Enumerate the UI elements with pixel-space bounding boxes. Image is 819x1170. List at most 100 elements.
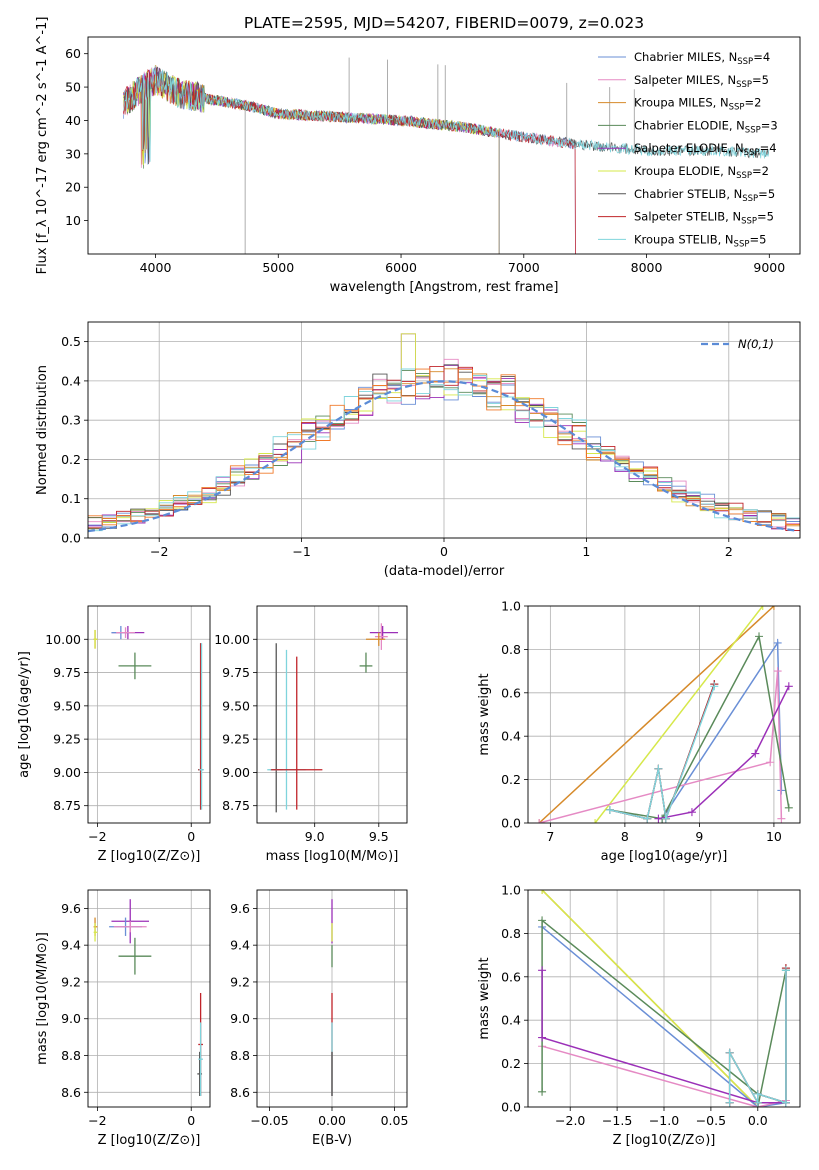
- y-tick-label: 9.00: [53, 765, 81, 780]
- y-tick-label: 0.4: [61, 373, 81, 388]
- x-tick-label: −1.5: [602, 1113, 632, 1128]
- y-tick-label: 0.2: [61, 452, 81, 467]
- y-tick-label: 0.2: [501, 1056, 521, 1071]
- x-tick-label: 5000: [262, 260, 294, 275]
- weight-series-line: [661, 640, 783, 820]
- errorbar-point: [374, 623, 388, 650]
- x-axis-label: Z [log10(Z/Z⊙)]: [98, 1133, 201, 1148]
- weight-series-line: [541, 970, 786, 1104]
- weight-marker: [758, 606, 767, 610]
- legend-nssp: 5: [767, 210, 774, 224]
- x-tick-label: 8: [621, 829, 629, 844]
- errorbar-point: [365, 632, 386, 646]
- weight-marker: [605, 805, 614, 814]
- histogram-step-line: [88, 365, 800, 531]
- weight-series-line: [594, 606, 764, 823]
- legend-model: Chabrier MILES: [634, 50, 721, 64]
- legend-model: Chabrier STELIB: [634, 187, 726, 201]
- y-tick-label: 0.8: [501, 926, 521, 941]
- y-tick-label: 9.75: [53, 665, 81, 680]
- x-axis-label: Z [log10(Z/Z⊙)]: [613, 1133, 716, 1148]
- gaussian-curve: [88, 380, 798, 533]
- legend-nssp: 5: [762, 73, 769, 87]
- y-tick-label: 9.75: [222, 665, 250, 680]
- legend-model: Kroupa MILES: [634, 96, 713, 110]
- weight-marker: [654, 814, 663, 823]
- x-tick-label: 0: [187, 1113, 195, 1128]
- weight-marker: [753, 1089, 762, 1098]
- y-tick-label: 9.00: [222, 765, 250, 780]
- errorbar-point: [267, 649, 306, 810]
- y-tick-label: 8.8: [230, 1048, 250, 1063]
- legend-entry: Kroupa MILES, NSSP=2: [634, 96, 761, 113]
- errorbar-point: [197, 1051, 203, 1096]
- y-tick-label: 8.6: [61, 1085, 81, 1100]
- legend-model: Chabrier ELODIE: [634, 118, 729, 132]
- x-tick-label: −0.5: [696, 1113, 726, 1128]
- y-tick-label: 0.2: [501, 772, 521, 787]
- weight-marker: [643, 814, 652, 823]
- legend-entry: Salpeter ELODIE, NSSP=4: [634, 141, 777, 158]
- y-tick-label: 1.0: [501, 599, 521, 614]
- legend-entry: Salpeter STELIB, NSSP=5: [634, 210, 774, 227]
- mass_vs_Z-plot-area: [93, 899, 203, 1096]
- weight-marker: [773, 667, 782, 676]
- weight-marker: [725, 1098, 734, 1107]
- x-tick-label: 2: [725, 544, 733, 559]
- errorbar-point: [369, 625, 399, 640]
- weight-marker: [784, 682, 793, 691]
- x-tick-label: −1: [292, 544, 310, 559]
- errorbar-point: [93, 923, 98, 942]
- x-axis-label: wavelength [Angstrom, rest frame]: [330, 280, 559, 295]
- y-tick-label: 60: [65, 46, 81, 61]
- y-tick-label: 10.00: [214, 632, 250, 647]
- weight-marker: [781, 1098, 790, 1107]
- weight-marker: [535, 819, 544, 823]
- y-tick-label: 0.0: [61, 531, 81, 546]
- mass_vs_Z-axes: −2 0 8.6 8.8 9.0 9.2 9.4 9.6 Z [log10(Z/Z⊙)] mass…: [35, 889, 211, 1148]
- age_vs_Z-plot-area: [93, 625, 204, 810]
- spectrum-axes: 4000 5000 6000 7000 8000 9000 10 20 30 40 50 60 wave…: [35, 14, 801, 295]
- legend-entry: Chabrier MILES, NSSP=4: [634, 50, 770, 67]
- errorbar-point: [271, 656, 323, 810]
- weight-marker: [766, 758, 775, 767]
- y-axis-label: mass [log10(M/M⊙)]: [35, 932, 50, 1065]
- axes-frame: [87, 605, 211, 824]
- weight-marker: [591, 819, 600, 823]
- axes-frame: [256, 889, 408, 1108]
- weight-series-line: [658, 685, 790, 820]
- chart-title: PLATE=2595, MJD=54207, FIBERID=0079, z=0…: [244, 14, 644, 32]
- residuals-axes: −2 −1 0 1 2 0.0 0.1 0.2 0.3 0.4 0.5 (data-model)/er…: [35, 321, 801, 579]
- legend-entry: N(0,1): [738, 337, 774, 351]
- legend-entry: Kroupa ELODIE, NSSP=2: [634, 164, 769, 181]
- legend-model: Kroupa ELODIE: [634, 164, 720, 178]
- y-tick-label: 0.5: [61, 334, 81, 349]
- axes-frame: [87, 889, 211, 1108]
- spectrum-series-line: [123, 65, 770, 162]
- x-tick-label: 0: [187, 829, 195, 844]
- x-tick-label: 9.5: [369, 829, 389, 844]
- errorbar-point: [198, 643, 203, 810]
- y-tick-label: 9.0: [61, 1011, 81, 1026]
- y-tick-label: 20: [65, 180, 81, 195]
- y-tick-label: 9.25: [222, 732, 250, 747]
- histogram-step-line: [88, 368, 800, 532]
- y-tick-label: 9.0: [230, 1011, 250, 1026]
- y-tick-label: 0.8: [501, 642, 521, 657]
- weight-marker: [755, 632, 764, 641]
- errorbar-point: [269, 643, 283, 813]
- y-tick-label: 9.4: [61, 938, 81, 953]
- mass_vs_ebv-axes: −0.05 0.00 0.05 8.6 8.8 9.0 9.2 9.4 9.6 E(B-V): [230, 889, 409, 1148]
- y-tick-label: 10.00: [45, 632, 81, 647]
- weight-marker: [781, 966, 790, 975]
- weight-series-line: [538, 606, 775, 823]
- y-tick-label: 9.2: [230, 974, 250, 989]
- x-tick-label: 0.05: [381, 1113, 409, 1128]
- weight-marker: [710, 682, 719, 691]
- y-tick-label: 10: [65, 213, 81, 228]
- y-tick-label: 0.3: [61, 413, 81, 428]
- x-axis-label: (data-model)/error: [384, 564, 505, 579]
- y-tick-label: 1.0: [501, 883, 521, 898]
- errorbar-point: [116, 627, 135, 638]
